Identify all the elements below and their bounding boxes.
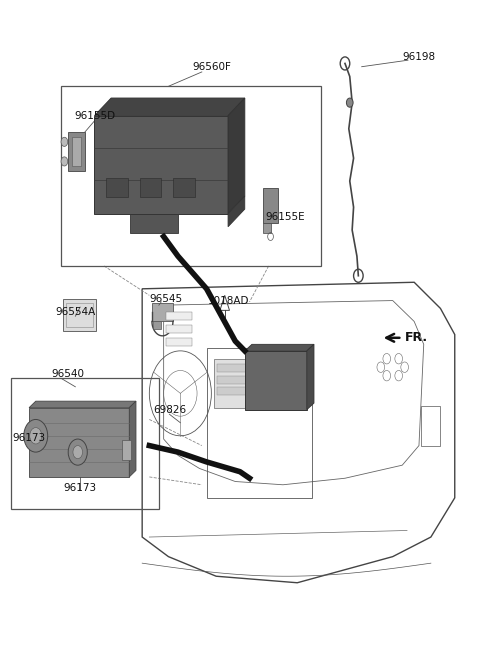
Text: 96554A: 96554A bbox=[55, 306, 96, 317]
Polygon shape bbox=[245, 344, 314, 351]
Polygon shape bbox=[263, 224, 271, 234]
Polygon shape bbox=[129, 401, 136, 477]
Text: 1018AD: 1018AD bbox=[207, 296, 249, 306]
Bar bbox=[217, 388, 281, 396]
Bar bbox=[63, 298, 96, 331]
Circle shape bbox=[347, 98, 353, 107]
Text: 96155D: 96155D bbox=[74, 111, 115, 121]
Bar bbox=[206, 348, 312, 498]
Bar bbox=[166, 325, 192, 333]
Bar bbox=[173, 178, 195, 197]
Polygon shape bbox=[29, 407, 129, 477]
Text: 96173: 96173 bbox=[63, 483, 96, 493]
Text: 96155E: 96155E bbox=[265, 212, 305, 222]
Polygon shape bbox=[130, 214, 178, 234]
Circle shape bbox=[61, 157, 68, 166]
Bar bbox=[217, 376, 281, 384]
Circle shape bbox=[73, 445, 83, 459]
Polygon shape bbox=[245, 351, 307, 409]
Text: 96560F: 96560F bbox=[192, 62, 231, 72]
Bar bbox=[11, 379, 159, 509]
Bar bbox=[214, 359, 285, 408]
Bar bbox=[421, 406, 441, 445]
Polygon shape bbox=[228, 196, 245, 227]
Circle shape bbox=[61, 137, 68, 146]
Bar bbox=[152, 303, 173, 321]
Bar bbox=[153, 321, 161, 329]
Polygon shape bbox=[95, 98, 245, 115]
Polygon shape bbox=[72, 137, 81, 166]
Bar bbox=[166, 312, 192, 319]
Bar bbox=[166, 338, 192, 346]
Polygon shape bbox=[95, 115, 228, 214]
Polygon shape bbox=[228, 98, 245, 214]
Bar bbox=[140, 178, 161, 197]
Text: 96198: 96198 bbox=[402, 52, 435, 62]
Polygon shape bbox=[307, 344, 314, 409]
Bar bbox=[61, 87, 321, 266]
Circle shape bbox=[24, 419, 48, 452]
Bar bbox=[122, 440, 131, 460]
Circle shape bbox=[30, 428, 42, 444]
Polygon shape bbox=[68, 132, 85, 171]
Text: 96545: 96545 bbox=[149, 294, 182, 304]
Bar bbox=[66, 302, 94, 327]
Text: 96173: 96173 bbox=[12, 433, 46, 443]
Polygon shape bbox=[29, 401, 136, 407]
Bar bbox=[107, 178, 128, 197]
Bar bbox=[217, 364, 281, 372]
Text: 96540: 96540 bbox=[52, 369, 84, 379]
Text: FR.: FR. bbox=[405, 331, 428, 344]
Polygon shape bbox=[263, 188, 278, 224]
Text: 69826: 69826 bbox=[153, 405, 186, 415]
Circle shape bbox=[68, 439, 87, 465]
